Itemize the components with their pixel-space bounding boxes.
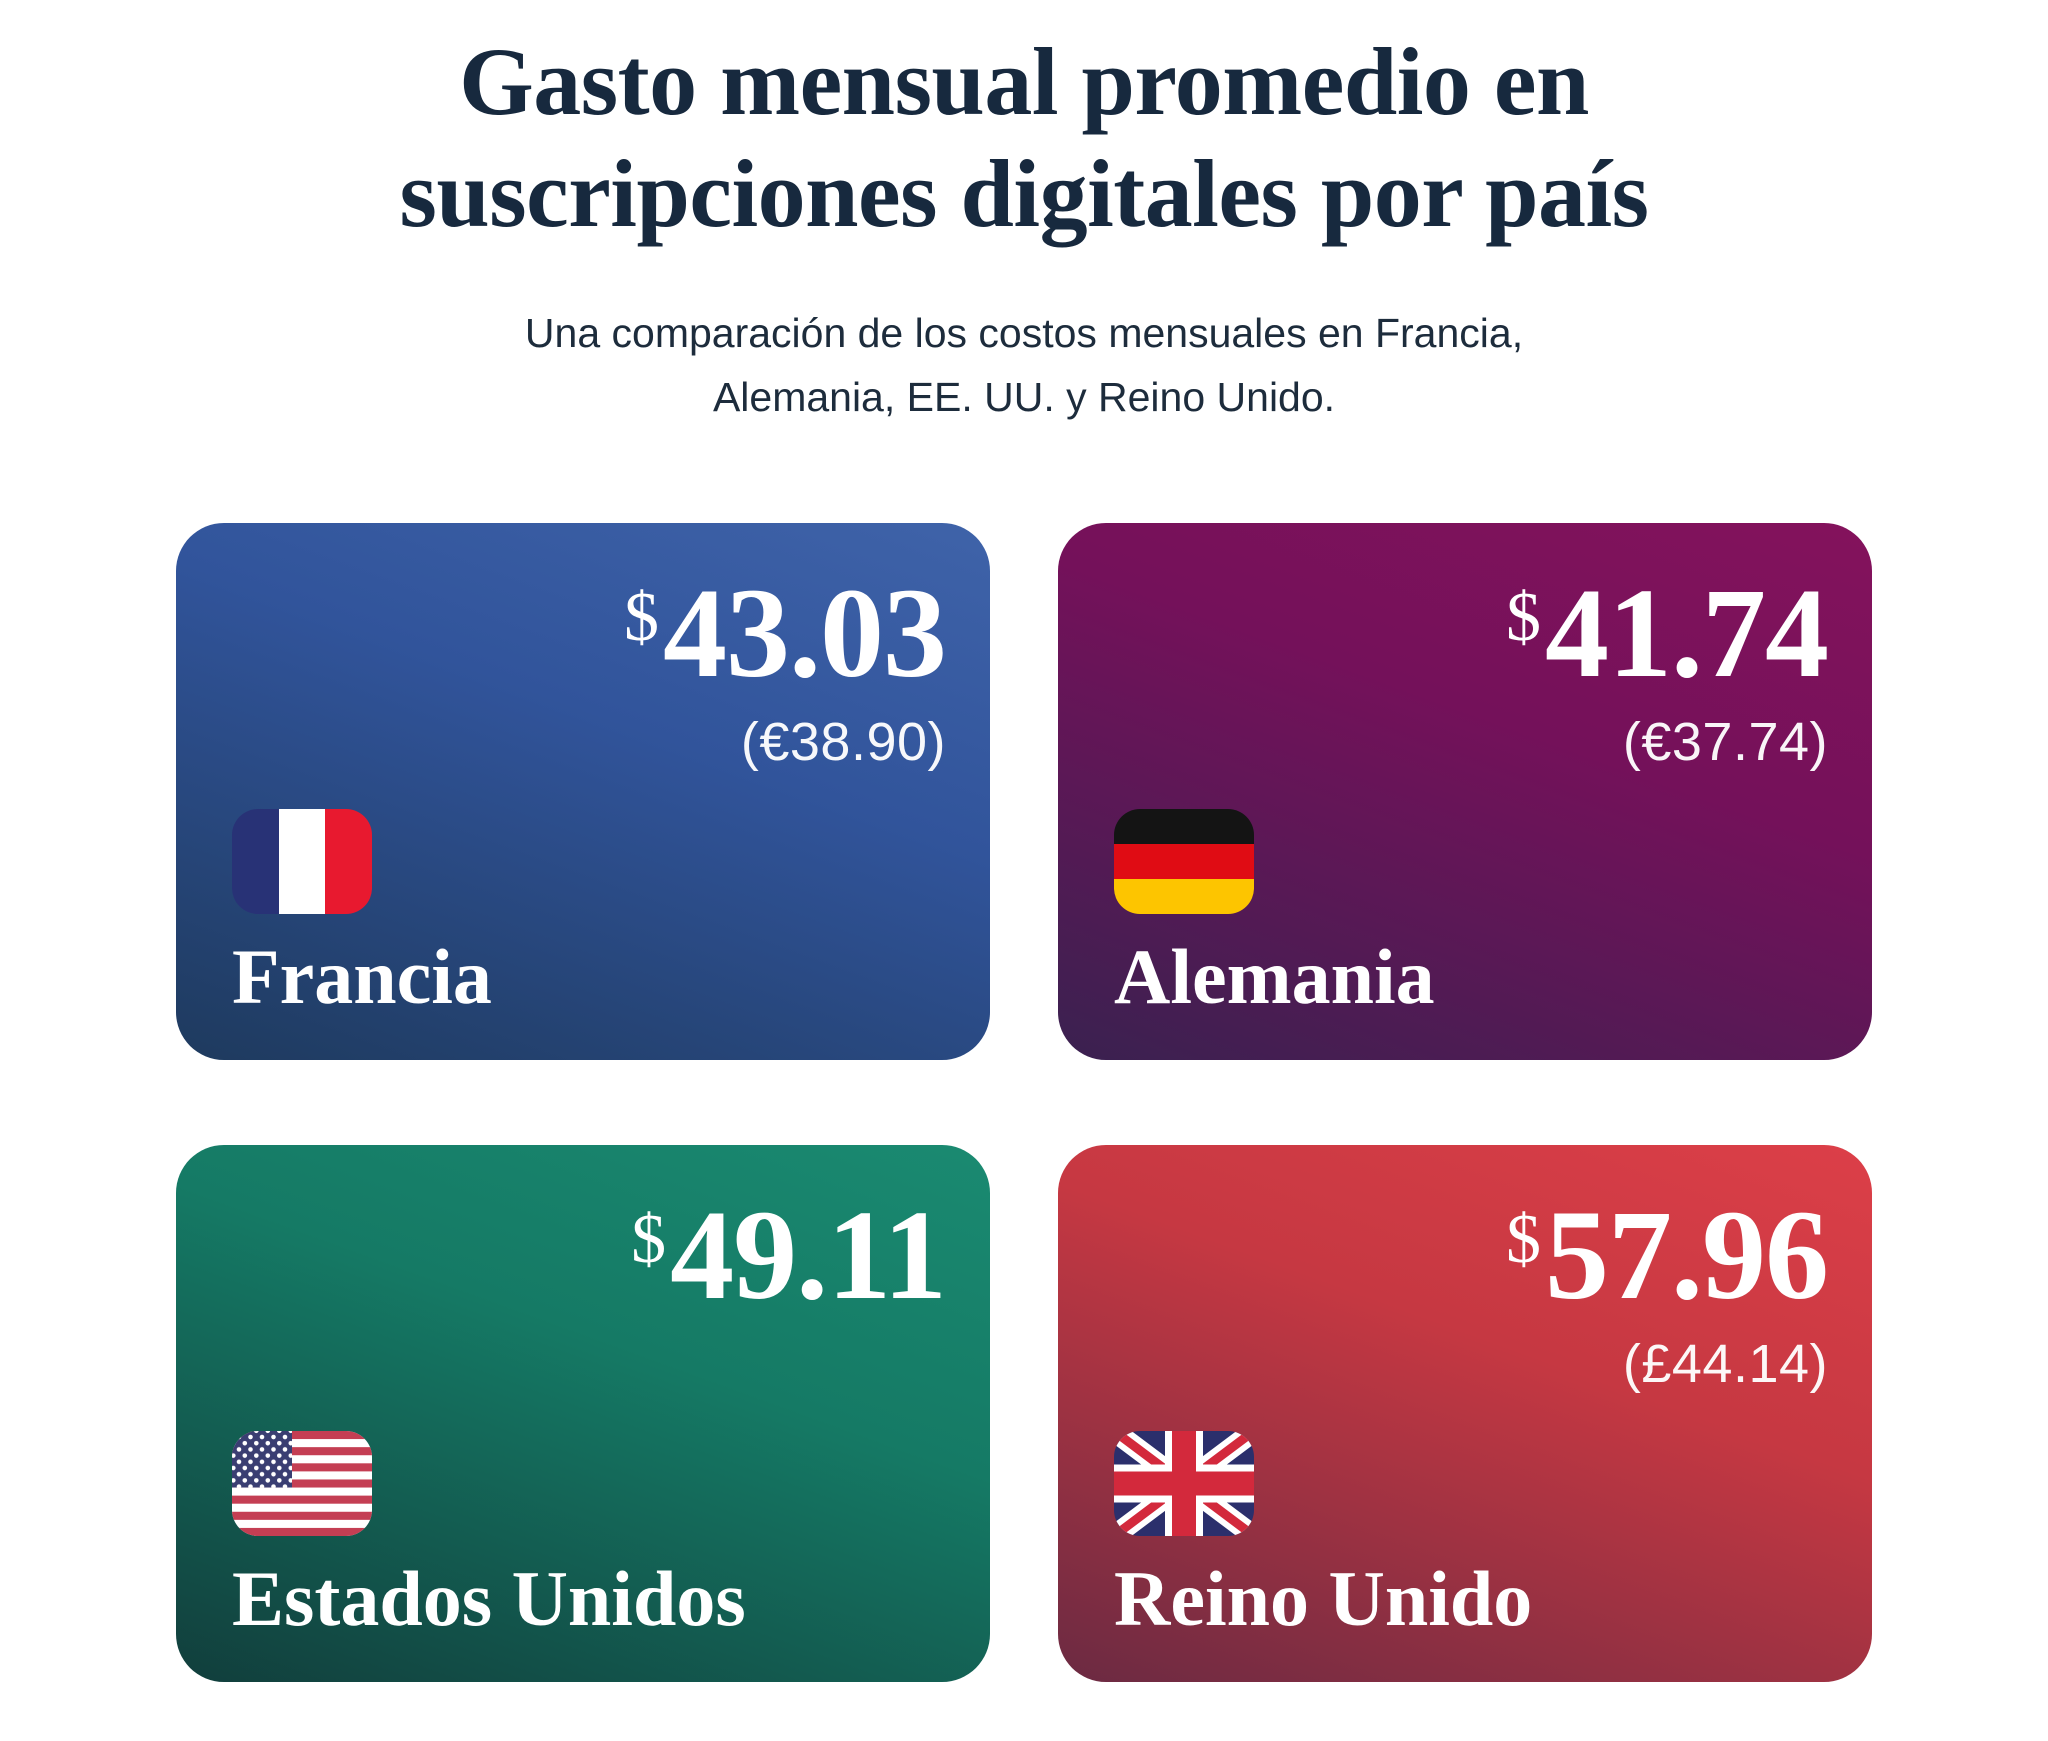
usd-amount-reino-unido: 57.96 [1545, 1183, 1829, 1326]
usd-value-alemania: $41.74 [1114, 569, 1829, 697]
card-reino-unido: $57.96 (£44.14) [1058, 1144, 1872, 1682]
dollar-sign-icon: $ [1506, 1200, 1541, 1278]
page-subtitle-line2: Alemania, EE. UU. y Reino Unido. [712, 373, 1336, 420]
usd-value-reino-unido: $57.96 [1114, 1191, 1829, 1319]
card-estados-unidos: $49.11 [176, 1144, 990, 1682]
page-title: Gasto mensual promedio en suscripciones … [0, 26, 2048, 251]
germany-flag-icon [1114, 808, 1254, 914]
country-label-reino-unido: Reino Unido [1114, 1554, 1533, 1642]
page-subtitle-line1: Una comparación de los costos mensuales … [524, 309, 1524, 356]
country-block-francia: Francia [232, 808, 946, 1020]
dollar-sign-icon: $ [1506, 578, 1541, 656]
usd-amount-alemania: 41.74 [1545, 561, 1829, 704]
local-value-francia: (€38.90) [740, 711, 946, 772]
page-title-line2: suscripciones digitales por país [399, 140, 1649, 248]
dollar-sign-icon: $ [631, 1200, 667, 1278]
country-block-estados-unidos: Estados Unidos [232, 1430, 946, 1642]
card-alemania: $41.74 (€37.74) Alemania [1058, 522, 1872, 1060]
dollar-sign-icon: $ [624, 578, 659, 656]
usd-value-francia: $43.03 [232, 569, 947, 697]
country-label-estados-unidos: Estados Unidos [232, 1554, 746, 1642]
value-block-estados-unidos: $49.11 [232, 1191, 947, 1335]
card-francia: $43.03 (€38.90) Francia [176, 522, 990, 1060]
page-subtitle: Una comparación de los costos mensuales … [0, 301, 2048, 429]
usd-amount-francia: 43.03 [663, 561, 947, 704]
country-cards-grid: $43.03 (€38.90) Francia $41.74 (€37.74) … [176, 522, 1872, 1682]
usd-value-estados-unidos: $49.11 [232, 1191, 947, 1319]
local-value-reino-unido: (£44.14) [1622, 1333, 1828, 1394]
value-block-reino-unido: $57.96 (£44.14) [1114, 1191, 1829, 1394]
usd-amount-estados-unidos: 49.11 [670, 1183, 947, 1326]
value-block-francia: $43.03 (€38.90) [232, 569, 947, 772]
country-label-alemania: Alemania [1114, 932, 1435, 1020]
page-title-line1: Gasto mensual promedio en [459, 28, 1589, 135]
country-block-alemania: Alemania [1114, 808, 1828, 1020]
value-block-alemania: $41.74 (€37.74) [1114, 569, 1829, 772]
usa-flag-icon [232, 1430, 372, 1536]
france-flag-icon [232, 808, 372, 914]
country-block-reino-unido: Reino Unido [1114, 1430, 1828, 1642]
local-value-alemania: (€37.74) [1622, 711, 1828, 772]
uk-flag-icon [1114, 1430, 1254, 1536]
country-label-francia: Francia [232, 932, 492, 1020]
